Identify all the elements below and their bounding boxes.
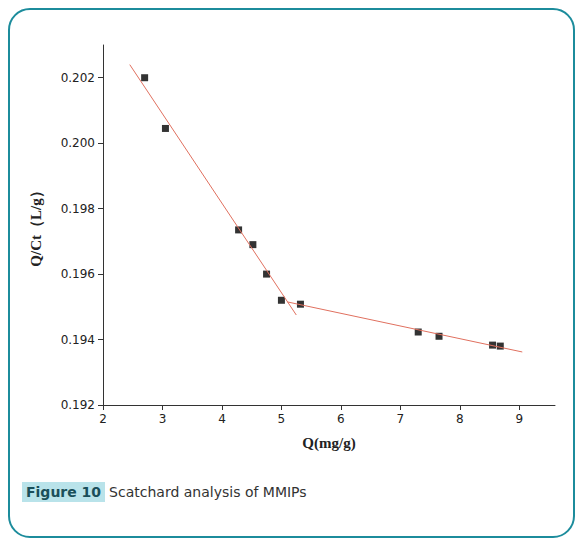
- svg-text:Q/Ct（L/g）: Q/Ct（L/g）: [28, 183, 44, 266]
- svg-text:5: 5: [278, 412, 286, 426]
- svg-text:3: 3: [159, 412, 167, 426]
- svg-text:4: 4: [218, 412, 226, 426]
- svg-text:2: 2: [99, 412, 107, 426]
- svg-text:8: 8: [456, 412, 464, 426]
- html-text:Scatchard analysis of MMIPs: Scatchard analysis of MMIPs: [109, 484, 307, 500]
- svg-text:0.194: 0.194: [61, 333, 95, 347]
- svg-text:Q(mg/g): Q(mg/g): [302, 435, 355, 452]
- svg-text:0.198: 0.198: [61, 202, 95, 216]
- svg-text:0.192: 0.192: [61, 398, 95, 412]
- svg-text:0.202: 0.202: [61, 71, 95, 85]
- svg-text:7: 7: [397, 412, 405, 426]
- svg-text:6: 6: [337, 412, 345, 426]
- html-text:Figure 10: Figure 10: [26, 484, 102, 500]
- svg-text:0.196: 0.196: [61, 267, 95, 281]
- svg-text:0.200: 0.200: [61, 136, 95, 150]
- svg-text:9: 9: [515, 412, 523, 426]
